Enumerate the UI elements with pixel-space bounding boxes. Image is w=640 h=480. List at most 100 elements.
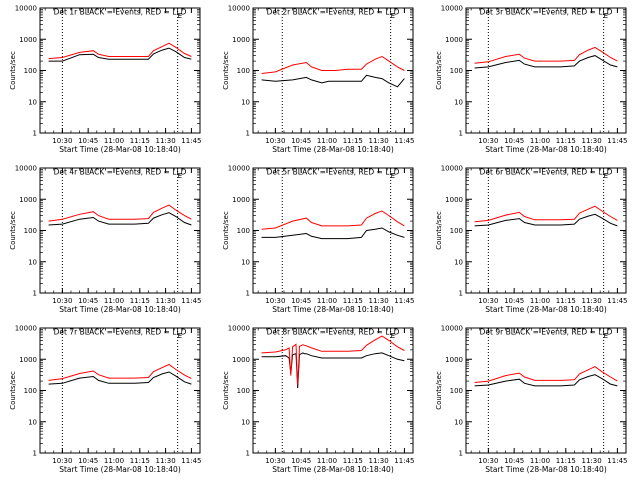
y-tick-label: 100 [450,387,463,395]
corner-mark: E [391,172,395,180]
lld-series-line [48,42,192,60]
x-tick-label: 10:45 [78,297,98,305]
x-tick-label: 11:15 [130,457,150,465]
x-tick-label: 11:15 [556,297,576,305]
x-tick-label: 11:00 [530,457,550,465]
y-tick-label: 10 [241,258,250,266]
lld-series-line [261,210,405,230]
corner-mark: E [178,332,182,340]
y-tick-label: 10 [454,418,463,426]
y-tick-label: 10000 [228,325,250,333]
events-series-line [474,213,618,227]
x-axis-label: Start Time (28-Mar-08 10:18:40) [485,305,607,314]
y-tick-label: 1000 [445,36,463,44]
x-tick-label: 11:45 [181,137,201,145]
x-tick-label: 10:45 [291,297,311,305]
y-tick-label: 1 [459,450,463,458]
x-axis-label: Start Time (28-Mar-08 10:18:40) [485,145,607,154]
y-tick-label: 100 [237,67,250,75]
y-tick-label: 100 [450,67,463,75]
chart-title: Det 6r BLACK = Events, RED = LLD [480,168,613,177]
y-axis-label: Counts/sec [222,211,230,250]
x-tick-label: 10:45 [78,137,98,145]
events-series-line [474,55,618,69]
y-tick-label: 1000 [445,196,463,204]
x-tick-label: 11:15 [130,137,150,145]
y-tick-label: 1000 [19,196,37,204]
y-tick-label: 1000 [19,356,37,364]
lld-series-line [261,55,405,74]
y-tick-label: 1 [246,290,250,298]
corner-mark: E [604,332,608,340]
y-axis-label: Counts/sec [222,371,230,410]
y-tick-label: 100 [24,387,37,395]
y-tick-label: 1 [33,290,37,298]
y-axis-label: Counts/sec [222,51,230,90]
x-tick-label: 11:15 [130,297,150,305]
corner-mark: E [604,172,608,180]
x-tick-label: 11:30 [155,457,175,465]
x-tick-label: 11:45 [607,137,627,145]
x-tick-label: 11:15 [556,457,576,465]
y-tick-label: 100 [450,227,463,235]
x-tick-label: 11:45 [394,137,414,145]
events-series-line [474,374,618,387]
x-tick-label: 11:45 [607,297,627,305]
y-tick-label: 1000 [232,196,250,204]
y-tick-label: 10 [28,258,37,266]
x-axis-label: Start Time (28-Mar-08 10:18:40) [485,465,607,474]
x-tick-label: 11:15 [556,137,576,145]
x-tick-label: 10:30 [265,297,285,305]
x-tick-label: 10:45 [504,297,524,305]
y-tick-label: 10 [454,258,463,266]
x-tick-label: 11:30 [368,137,388,145]
x-tick-label: 10:30 [478,457,498,465]
x-tick-label: 11:15 [343,297,363,305]
x-tick-label: 11:30 [368,297,388,305]
lld-series-line [474,366,618,383]
corner-mark: E [604,12,608,20]
y-tick-label: 1000 [19,36,37,44]
x-tick-label: 11:00 [530,297,550,305]
y-axis-label: Counts/sec [9,51,17,90]
x-tick-label: 11:00 [317,297,337,305]
y-tick-label: 1 [33,450,37,458]
chart-title: Det 8r BLACK = Events, RED = LLD [267,328,400,337]
y-tick-label: 10 [454,98,463,106]
x-tick-label: 10:45 [291,137,311,145]
y-tick-label: 100 [237,387,250,395]
x-tick-label: 11:00 [104,297,124,305]
x-tick-label: 10:45 [504,457,524,465]
plot-frame [465,167,627,294]
x-axis-label: Start Time (28-Mar-08 10:18:40) [272,145,394,154]
plot-frame [39,7,201,134]
lld-series-line [474,205,618,223]
plot-frame [465,7,627,134]
plot-frame [465,327,627,454]
x-tick-label: 11:15 [343,457,363,465]
y-tick-label: 1000 [232,356,250,364]
x-tick-label: 11:30 [155,297,175,305]
x-tick-label: 11:00 [530,137,550,145]
x-tick-label: 10:45 [504,137,524,145]
y-axis-label: Counts/sec [435,211,443,250]
x-tick-label: 10:30 [478,137,498,145]
x-tick-label: 10:30 [265,137,285,145]
x-tick-label: 11:45 [181,457,201,465]
y-tick-label: 1 [246,130,250,138]
x-tick-label: 11:00 [317,137,337,145]
y-tick-label: 10000 [228,5,250,13]
x-axis-label: Start Time (28-Mar-08 10:18:40) [59,145,181,154]
events-series-line [261,352,405,389]
corner-mark: E [391,332,395,340]
events-series-line [48,212,192,226]
x-axis-label: Start Time (28-Mar-08 10:18:40) [59,305,181,314]
